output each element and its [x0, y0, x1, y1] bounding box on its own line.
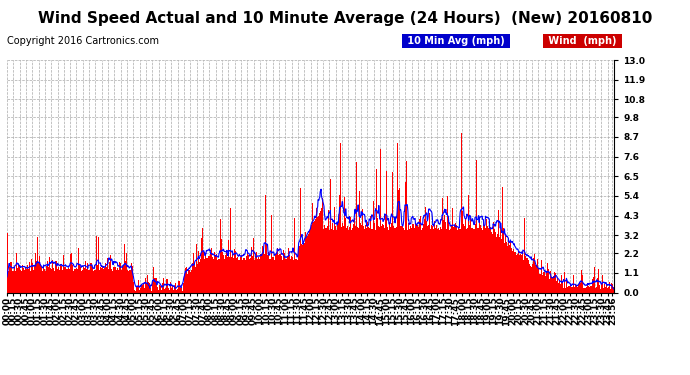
- Text: Wind  (mph): Wind (mph): [545, 36, 620, 46]
- Text: 10 Min Avg (mph): 10 Min Avg (mph): [404, 36, 508, 46]
- Text: Copyright 2016 Cartronics.com: Copyright 2016 Cartronics.com: [7, 36, 159, 46]
- Text: Wind Speed Actual and 10 Minute Average (24 Hours)  (New) 20160810: Wind Speed Actual and 10 Minute Average …: [38, 11, 652, 26]
